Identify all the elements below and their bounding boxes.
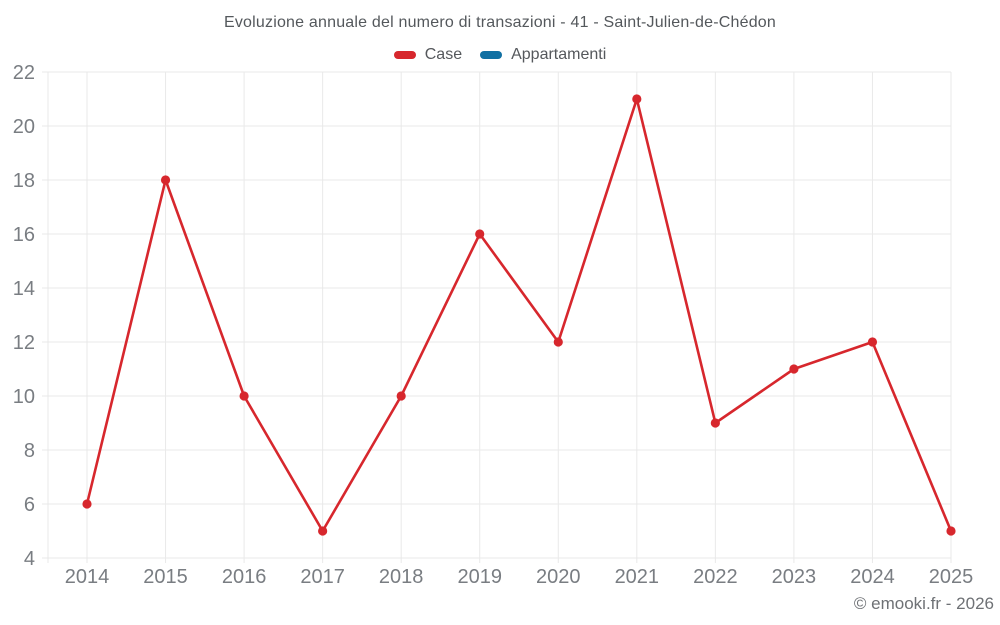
legend-item-appartamenti[interactable]: Appartamenti (480, 46, 606, 64)
y-axis-tick-label: 20 (13, 116, 35, 138)
data-point[interactable] (160, 175, 171, 185)
case-series-swatch-icon (393, 51, 416, 59)
x-axis-tick-label: 2023 (772, 566, 817, 588)
data-point[interactable] (553, 337, 563, 347)
data-point[interactable] (946, 526, 956, 536)
y-axis-tick-label: 6 (24, 494, 35, 516)
legend-label-appartamenti: Appartamenti (511, 46, 607, 63)
data-point[interactable] (632, 94, 642, 104)
data-point[interactable] (867, 337, 878, 347)
x-axis-tick-label: 2015 (143, 566, 188, 588)
x-axis-tick-label: 2016 (222, 566, 267, 588)
y-axis-tick-label: 4 (24, 548, 35, 570)
x-axis-tick-label: 2019 (457, 566, 502, 588)
data-point[interactable] (710, 418, 720, 428)
y-axis-tick-label: 12 (13, 332, 35, 354)
data-point[interactable] (396, 391, 406, 401)
data-point[interactable] (318, 526, 328, 536)
series-line-case (85, 97, 953, 533)
data-point[interactable] (82, 499, 92, 509)
x-axis-tick-label: 2014 (65, 566, 110, 588)
y-axis-tick-label: 14 (13, 278, 35, 300)
appartamenti-series-swatch-icon (480, 51, 503, 59)
data-point[interactable] (789, 364, 799, 374)
data-point[interactable] (475, 229, 485, 239)
legend-item-case[interactable]: Case (393, 46, 463, 64)
copyright-footer: © emooki.fr - 2026 (853, 594, 994, 613)
y-axis-tick-label: 10 (13, 386, 35, 408)
chart-legend: Case Appartamenti (0, 46, 1000, 64)
x-axis-tick-label: 2017 (300, 566, 345, 588)
y-axis-tick-label: 22 (13, 62, 35, 84)
data-point[interactable] (239, 391, 249, 401)
x-axis-tick-label: 2024 (850, 566, 895, 588)
x-axis-tick-label: 2022 (693, 566, 738, 588)
x-axis-tick-label: 2018 (379, 566, 424, 588)
y-axis-tick-label: 16 (13, 224, 35, 246)
y-axis-tick-label: 8 (24, 440, 35, 462)
x-axis-tick-label: 2025 (929, 566, 974, 588)
chart-title: Evoluzione annuale del numero di transaz… (223, 14, 776, 31)
legend-label-case: Case (424, 46, 463, 63)
x-axis-tick-label: 2020 (536, 566, 581, 588)
x-axis-tick-label: 2021 (615, 566, 660, 588)
y-axis-tick-label: 18 (13, 170, 35, 192)
